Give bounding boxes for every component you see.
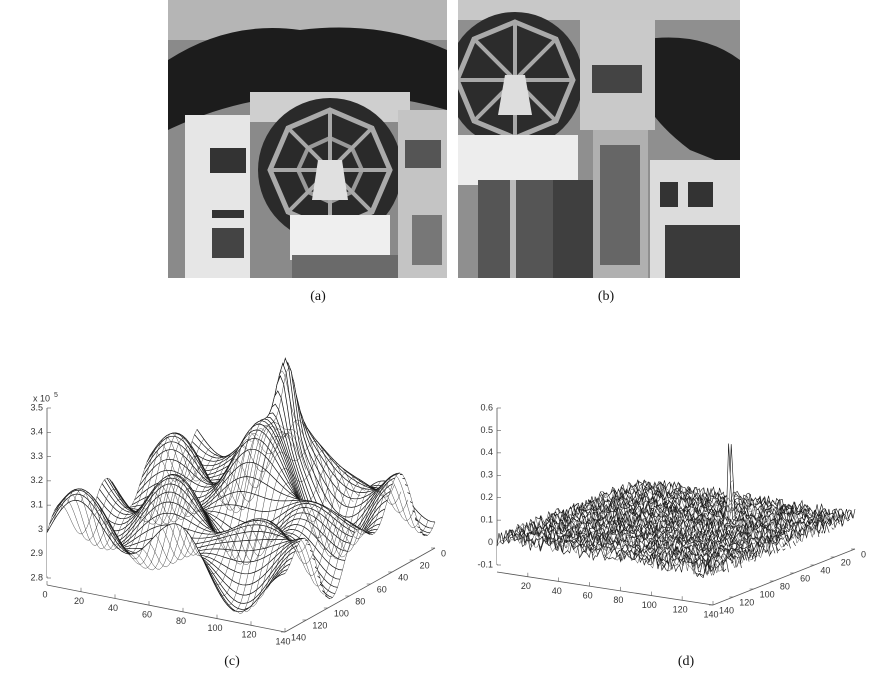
z-tick-label: 0.5 xyxy=(480,425,493,435)
caption-c: (c) xyxy=(224,654,240,669)
z-tick-label: 3.3 xyxy=(30,451,43,461)
y-tick-label: 120 xyxy=(739,597,754,607)
x-tick-label: 0 xyxy=(42,589,47,599)
x-tick-label: 100 xyxy=(207,623,222,633)
surface-plot: -0.1 0 0.1 0.2 0.3 0.4 0.5 0.6 20 40 60 80 100 120 140… xyxy=(477,402,866,619)
x-tick-label: 80 xyxy=(176,616,186,626)
y-tick-label: 40 xyxy=(398,572,408,582)
caption-b: (b) xyxy=(598,289,615,304)
z-tick-label: 3 xyxy=(38,524,43,534)
z-exponent: 5 xyxy=(54,392,58,399)
y-tick-label: 140 xyxy=(719,605,734,615)
z-tick-label: 3.4 xyxy=(30,427,43,437)
z-tick-label: 0 xyxy=(488,537,493,547)
x-tick-label: 140 xyxy=(275,636,290,646)
x-tick-label: 20 xyxy=(74,596,84,606)
y-tick-label: 20 xyxy=(841,557,851,567)
z-tick-label: -0.1 xyxy=(477,559,493,569)
caption-a: (a) xyxy=(310,289,326,304)
x-tick-label: 80 xyxy=(613,595,623,605)
x-tick-label: 140 xyxy=(703,609,718,619)
x-tick-label: 60 xyxy=(583,591,593,601)
y-tick-label: 80 xyxy=(355,596,365,606)
y-tick-label: 0 xyxy=(441,548,446,558)
y-tick-label: 20 xyxy=(420,560,430,570)
figure: (a) (b) (c) (d) x 10 5 2.82.933.13.23.33… xyxy=(0,0,881,681)
surface-plot: 2.8 2.9 3 3.1 3.2 3.3 3.4 3.5 0 20 40 60 80 100 120 140… xyxy=(30,358,446,646)
z-tick-label: 0.6 xyxy=(480,402,493,412)
x-tick-label: 120 xyxy=(241,630,256,640)
z-tick-label: 3.1 xyxy=(30,500,43,510)
z-tick-label: 3.2 xyxy=(30,475,43,485)
aerial-photo-b xyxy=(447,0,740,278)
z-tick-label: 0.2 xyxy=(480,492,493,502)
aerial-photo-a xyxy=(168,0,447,278)
z-tick-label: 2.8 xyxy=(30,572,43,582)
x-tick-label: 40 xyxy=(108,603,118,613)
x-tick-label: 40 xyxy=(552,586,562,596)
y-tick-label: 100 xyxy=(760,589,775,599)
y-tick-label: 0 xyxy=(861,549,866,559)
y-tick-label: 80 xyxy=(780,581,790,591)
y-tick-label: 100 xyxy=(334,608,349,618)
y-tick-label: 60 xyxy=(800,573,810,583)
z-tick-label: 0.3 xyxy=(480,470,493,480)
x-tick-label: 120 xyxy=(673,605,688,615)
y-tick-label: 40 xyxy=(820,565,830,575)
z-tick-label: 3.5 xyxy=(30,402,43,412)
x-tick-label: 100 xyxy=(642,600,657,610)
caption-d: (d) xyxy=(678,654,695,669)
y-tick-label: 140 xyxy=(291,632,306,642)
y-tick-label: 60 xyxy=(377,584,387,594)
z-tick-label: 0.1 xyxy=(480,515,493,525)
y-tick-label: 120 xyxy=(312,620,327,630)
z-tick-label: 2.9 xyxy=(30,548,43,558)
z-tick-label: 0.4 xyxy=(480,447,493,457)
x-tick-label: 60 xyxy=(142,610,152,620)
x-tick-label: 20 xyxy=(521,581,531,591)
